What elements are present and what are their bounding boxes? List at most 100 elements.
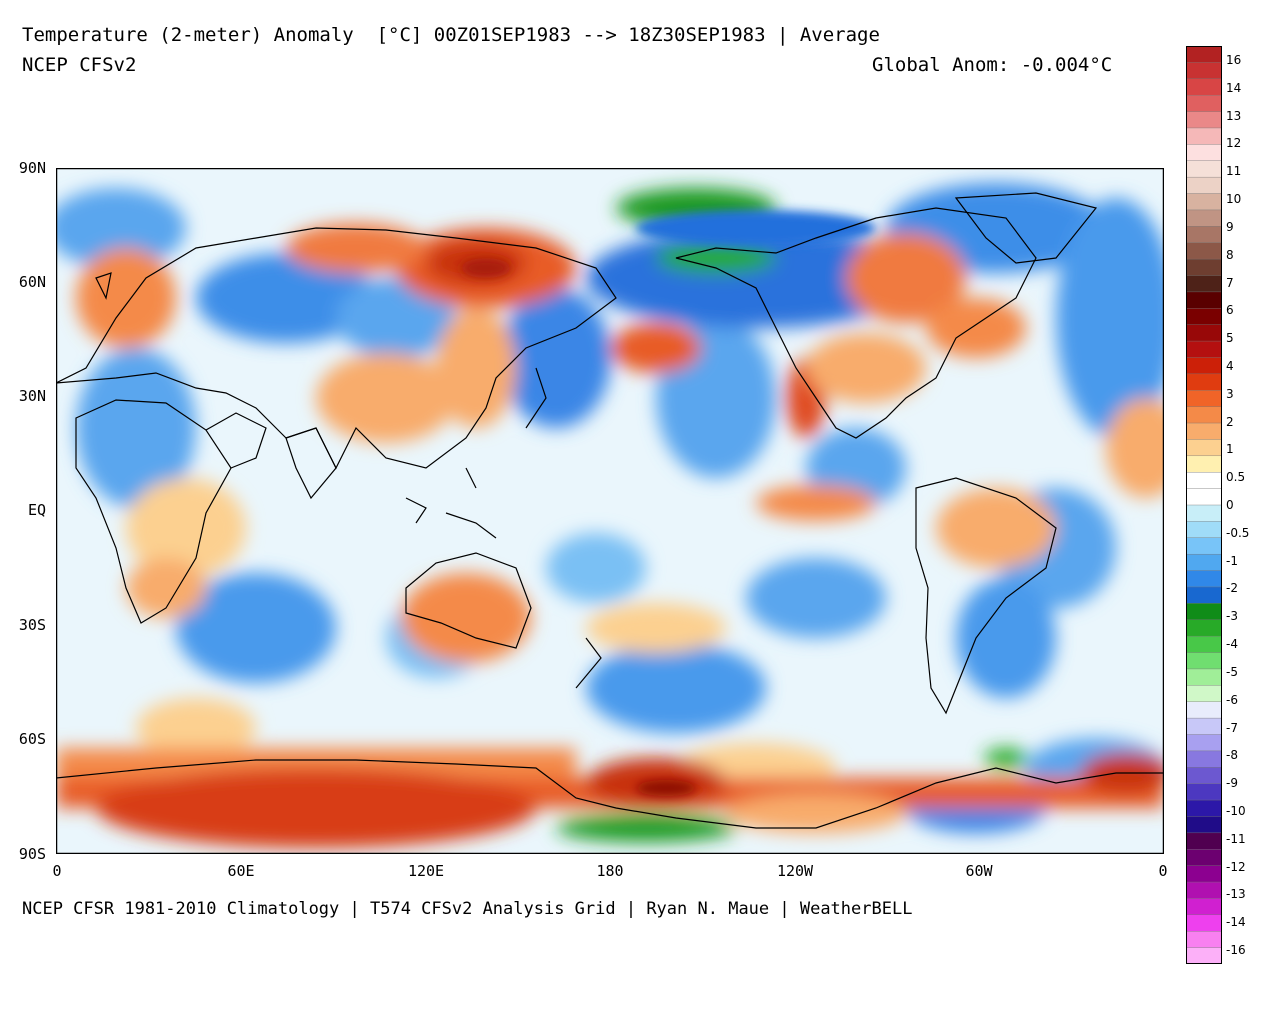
colorbar-tick-label: 16 — [1226, 53, 1242, 67]
colorbar-tick-label: 1 — [1226, 442, 1234, 457]
footer-credits: NCEP CFSR 1981-2010 Climatology | T574 C… — [22, 899, 913, 919]
colorbar-swatch — [1185, 816, 1223, 834]
colorbar-tick-label: -10 — [1226, 803, 1246, 818]
colorbar-tick-label: 3 — [1226, 386, 1234, 401]
colorbar-swatch — [1185, 931, 1223, 949]
colorbar-tick-label: 7 — [1226, 275, 1234, 290]
colorbar-swatch — [1185, 767, 1223, 785]
colorbar-swatch — [1185, 422, 1223, 441]
colorbar-tick-label: 8 — [1226, 247, 1234, 262]
colorbar-tick-label: -1 — [1226, 553, 1238, 568]
colorbar-swatch — [1185, 94, 1223, 113]
lon-label-0-right: 0 — [1158, 862, 1168, 880]
colorbar-swatch — [1185, 357, 1223, 375]
coastlines — [56, 192, 1164, 829]
colorbar-tick-label: -7 — [1226, 720, 1238, 735]
colorbar-swatch — [1185, 226, 1223, 244]
lat-label-90s: 90S — [18, 845, 46, 863]
lon-label-60w: 60W — [965, 862, 993, 880]
lat-label-eq: EQ — [27, 501, 46, 519]
colorbar-swatch — [1185, 111, 1223, 129]
colorbar-tick-label: 0 — [1226, 498, 1234, 512]
colorbar-tick-label: -2 — [1226, 581, 1238, 596]
colorbar — [1185, 45, 1223, 965]
colorbar-tick-label: -14 — [1226, 915, 1246, 930]
anomaly-map — [56, 168, 1164, 854]
colorbar-swatch — [1185, 193, 1223, 211]
colorbar-swatch — [1185, 914, 1223, 932]
colorbar-swatch — [1185, 455, 1223, 473]
colorbar-tick-label: 9 — [1226, 219, 1234, 234]
colorbar-swatch — [1185, 603, 1223, 621]
colorbar-swatch — [1185, 45, 1223, 64]
colorbar-swatch — [1185, 324, 1223, 342]
colorbar-swatch — [1185, 750, 1223, 768]
colorbar-swatch — [1185, 340, 1223, 359]
colorbar-tick-label: 5 — [1226, 331, 1234, 346]
colorbar-border — [1186, 46, 1222, 964]
colorbar-swatch — [1185, 570, 1223, 588]
lat-label-60n: 60N — [18, 273, 46, 291]
colorbar-swatch — [1185, 62, 1223, 80]
colorbar-swatch — [1185, 390, 1223, 408]
colorbar-swatch — [1185, 160, 1223, 178]
lon-label-120e: 120E — [407, 862, 445, 880]
lon-label-120w: 120W — [776, 862, 814, 880]
colorbar-tick-label: 0.5 — [1226, 470, 1246, 485]
colorbar-swatch — [1185, 652, 1223, 670]
colorbar-swatch — [1185, 406, 1223, 424]
colorbar-tick-label: -5 — [1226, 664, 1238, 679]
colorbar-tick-label: -0.5 — [1226, 525, 1250, 540]
colorbar-tick-label: -3 — [1226, 609, 1238, 624]
lat-label-30s: 30S — [18, 616, 46, 634]
colorbar-swatch — [1185, 258, 1223, 277]
lat-label-30n: 30N — [18, 387, 46, 405]
colorbar-tick-label: 13 — [1226, 108, 1242, 123]
colorbar-swatch — [1185, 783, 1223, 801]
colorbar-swatch — [1185, 521, 1223, 539]
colorbar-swatch — [1185, 127, 1223, 146]
colorbar-tick-label: -13 — [1226, 887, 1246, 902]
colorbar-swatch — [1185, 242, 1223, 260]
lon-label-0-left: 0 — [52, 862, 62, 880]
lon-label-180: 180 — [596, 862, 624, 880]
colorbar-swatch — [1185, 832, 1223, 850]
colorbar-swatch — [1185, 291, 1223, 309]
anomaly-field — [56, 168, 1164, 854]
colorbar-swatch — [1185, 865, 1223, 883]
lat-label-60s: 60S — [18, 730, 46, 748]
map-title: Temperature (2-meter) Anomaly [°C] 00Z01… — [22, 24, 880, 46]
colorbar-swatch — [1185, 144, 1223, 162]
colorbar-tick-label: 2 — [1226, 414, 1234, 429]
colorbar-swatch — [1185, 439, 1223, 457]
colorbar-tick-label: 10 — [1226, 192, 1242, 207]
colorbar-swatch — [1185, 553, 1223, 572]
model-name: NCEP CFSv2 — [22, 54, 137, 76]
colorbar-tick-label: -12 — [1226, 859, 1246, 874]
colorbar-tick-label: -6 — [1226, 692, 1238, 707]
colorbar-swatch — [1185, 668, 1223, 687]
colorbar-tick-label: -16 — [1226, 943, 1246, 957]
colorbar-swatch — [1185, 275, 1223, 293]
colorbar-swatch — [1185, 504, 1223, 523]
lat-label-90n: 90N — [18, 159, 46, 177]
colorbar-swatch — [1185, 586, 1223, 605]
colorbar-tick-label: 14 — [1226, 80, 1242, 95]
colorbar-swatch — [1185, 635, 1223, 654]
colorbar-tick-label: 11 — [1226, 164, 1242, 179]
colorbar-swatch — [1185, 898, 1223, 916]
colorbar-swatch — [1185, 209, 1223, 228]
colorbar-swatch — [1185, 849, 1223, 867]
colorbar-tick-label: -4 — [1226, 637, 1238, 652]
global-anomaly-value: Global Anom: -0.004°C — [872, 54, 1113, 76]
colorbar-swatch — [1185, 685, 1223, 703]
colorbar-swatch — [1185, 472, 1223, 490]
colorbar-swatch — [1185, 373, 1223, 391]
colorbar-swatch — [1185, 947, 1223, 965]
colorbar-swatch — [1185, 734, 1223, 752]
colorbar-swatch — [1185, 488, 1223, 506]
colorbar-swatch — [1185, 717, 1223, 736]
colorbar-swatch — [1185, 881, 1223, 900]
colorbar-swatch — [1185, 78, 1223, 96]
colorbar-tick-label: -9 — [1226, 776, 1238, 791]
